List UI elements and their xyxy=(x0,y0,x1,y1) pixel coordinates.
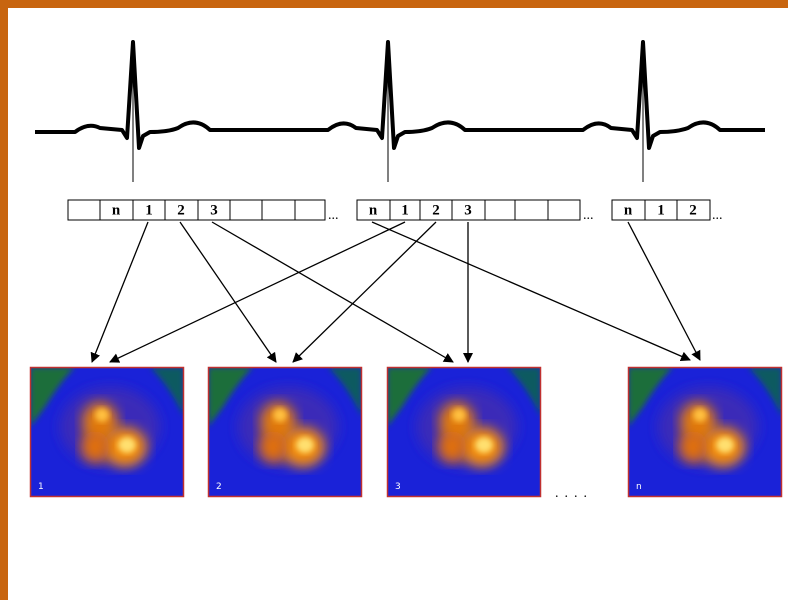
left-border xyxy=(0,0,8,600)
frame-label: n xyxy=(112,202,121,218)
image-label: 1 xyxy=(38,482,44,492)
frame-label: 1 xyxy=(401,202,409,218)
frame-label: 1 xyxy=(145,202,153,218)
frame-label: 3 xyxy=(210,202,218,218)
top-border xyxy=(0,0,788,8)
strip-3: n 1 2 ... xyxy=(612,200,723,223)
strip-2: n 1 2 3 ... xyxy=(357,200,594,223)
frame-label: n xyxy=(369,202,378,218)
frame-label: n xyxy=(624,202,633,218)
strip-1: n 1 2 3 ... xyxy=(68,200,339,223)
frame-label: 1 xyxy=(657,202,665,218)
image-label: 2 xyxy=(216,482,222,492)
frame-label: 2 xyxy=(177,202,185,218)
ellipsis: ... xyxy=(712,208,723,223)
frame-label: 2 xyxy=(689,202,697,218)
frame-image: 1 xyxy=(30,367,184,497)
images-ellipsis: .... xyxy=(555,486,593,501)
frame-image: n xyxy=(628,367,782,497)
frame-image: 2 xyxy=(208,367,362,497)
ecg-trace xyxy=(35,42,765,148)
ellipsis: ... xyxy=(583,208,594,223)
image-label: 3 xyxy=(395,482,401,492)
gating-diagram: n 1 2 3 ... n 1 2 3 ... n 1 2 ... xyxy=(0,0,788,600)
frame-image: 3 xyxy=(387,367,541,497)
frame-label: 2 xyxy=(432,202,440,218)
arrows xyxy=(92,222,700,362)
image-label: n xyxy=(636,482,642,492)
frame-label: 3 xyxy=(464,202,472,218)
ellipsis: ... xyxy=(328,208,339,223)
